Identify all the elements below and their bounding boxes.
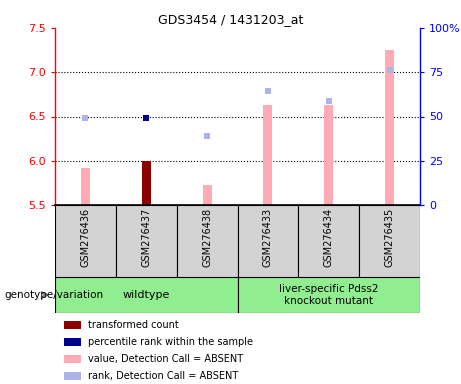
Text: value, Detection Call = ABSENT: value, Detection Call = ABSENT	[88, 354, 243, 364]
Bar	[263, 105, 272, 205]
Bar	[81, 168, 90, 205]
Bar	[64, 321, 81, 329]
Text: liver-specific Pdss2
knockout mutant: liver-specific Pdss2 knockout mutant	[279, 284, 378, 306]
Bar	[55, 205, 116, 277]
Text: GSM276438: GSM276438	[202, 208, 212, 267]
Text: transformed count: transformed count	[88, 320, 178, 330]
Bar	[64, 372, 81, 380]
Text: rank, Detection Call = ABSENT: rank, Detection Call = ABSENT	[88, 371, 238, 381]
Bar	[324, 105, 333, 205]
Bar	[237, 277, 420, 313]
Text: GSM276433: GSM276433	[263, 208, 273, 267]
Bar	[64, 355, 81, 363]
Bar	[116, 205, 177, 277]
Text: GSM276435: GSM276435	[384, 208, 395, 267]
Bar	[64, 338, 81, 346]
Text: wildtype: wildtype	[123, 290, 170, 300]
Text: GSM276434: GSM276434	[324, 208, 334, 267]
Bar	[177, 205, 237, 277]
Text: GSM276436: GSM276436	[80, 208, 90, 267]
Text: genotype/variation: genotype/variation	[5, 290, 104, 300]
Bar	[55, 277, 237, 313]
Text: GSM276437: GSM276437	[141, 208, 151, 267]
Text: percentile rank within the sample: percentile rank within the sample	[88, 337, 253, 347]
Bar	[202, 185, 212, 205]
Bar	[385, 50, 394, 205]
Bar	[298, 205, 359, 277]
Text: GDS3454 / 1431203_at: GDS3454 / 1431203_at	[158, 13, 303, 26]
Bar	[359, 205, 420, 277]
Bar	[237, 205, 298, 277]
Bar	[142, 161, 151, 205]
